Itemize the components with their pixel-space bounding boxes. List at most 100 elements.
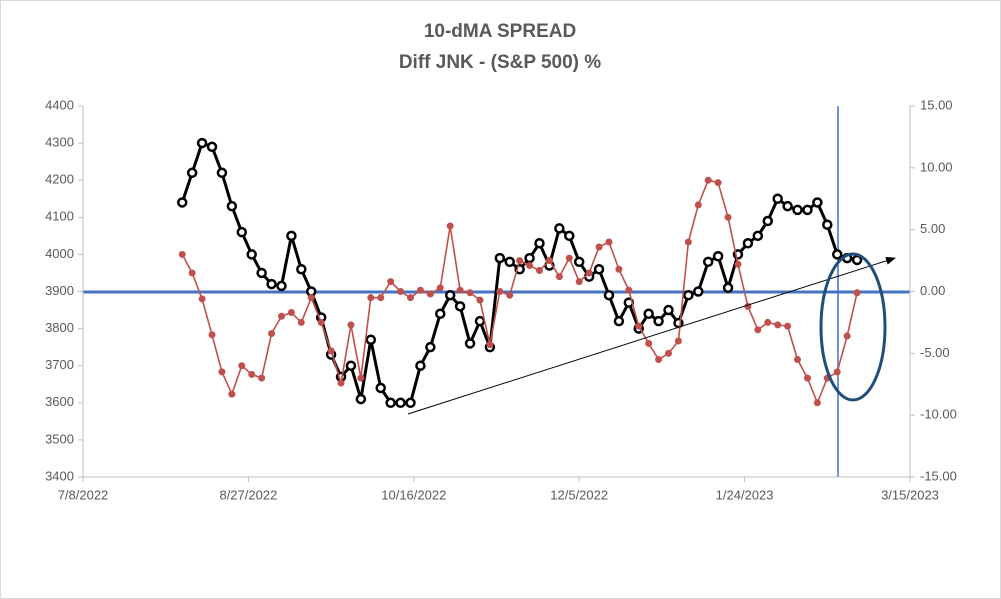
x-tick-label: 10/16/2022 [381,487,446,502]
point [585,269,593,277]
point [635,322,643,330]
point [554,223,565,234]
point [476,296,484,304]
point [238,362,246,370]
point [762,215,774,227]
point [853,289,861,297]
point [208,331,216,339]
point [248,370,256,378]
y-tick-label: 4300 [45,135,74,150]
point [486,341,494,349]
point [405,397,416,409]
point [375,382,386,394]
point [415,360,426,371]
point [754,326,762,334]
point [296,263,307,275]
point [345,360,357,371]
point [693,286,704,297]
point [186,167,198,179]
point [704,176,712,184]
point [843,332,851,340]
point [266,278,277,290]
point [684,238,692,246]
point [268,330,276,338]
point [813,399,821,407]
x-tick-label: 1/24/2023 [716,487,774,502]
point [752,230,764,242]
y-tick-label: 3800 [45,320,74,335]
point [395,397,406,409]
point [645,339,653,347]
y-tick-label: 3700 [45,357,74,372]
point [595,243,603,251]
y-tick-label: 3500 [45,431,74,446]
point [406,294,414,302]
point [712,251,724,262]
point [426,290,434,298]
point [812,197,823,208]
y-tick-label: 4200 [45,172,74,187]
point [256,267,267,279]
y-tick-label: 3600 [45,394,74,409]
point [276,280,287,292]
x-tick-label: 12/5/2022 [550,487,608,502]
point [494,252,506,264]
point [774,321,782,329]
point [446,222,454,230]
point [565,254,573,262]
chart-title: 10-dMA SPREAD [424,21,576,42]
point [722,282,734,294]
y2-tick-label: 10.00 [920,159,953,174]
y2-tick-label: -15.00 [920,468,957,483]
point [526,262,534,270]
point [643,308,654,320]
point [297,318,305,326]
point [772,193,783,204]
y-tick-label: 4400 [45,97,74,112]
point [228,390,236,398]
point [625,286,633,294]
point [246,249,257,260]
point [287,309,295,317]
point [536,266,544,274]
point [593,263,605,275]
y-tick-label: 3400 [45,468,74,483]
point [198,295,206,303]
point [802,204,813,216]
point [307,294,315,302]
point [655,356,663,364]
y-tick-label: 4100 [45,209,74,224]
point [653,315,664,327]
point [764,318,772,326]
point [734,260,742,268]
point [277,312,285,320]
point [742,238,754,249]
point [355,393,367,405]
point [327,347,335,355]
point [416,286,424,294]
point [337,379,345,387]
point [504,256,515,268]
point [545,257,553,265]
point [196,137,208,149]
y-tick-label: 3900 [45,283,74,298]
chart-subtitle: Diff JNK - (S&P 500) % [399,52,601,73]
y2-tick-label: -10.00 [920,407,957,422]
point [206,141,218,153]
point [564,230,575,242]
point [792,204,803,216]
point [506,291,514,299]
point [218,368,226,376]
point [714,179,722,187]
point [365,334,377,345]
point [226,200,238,212]
point [474,315,486,327]
point [683,289,694,301]
point [663,304,674,316]
point [724,213,732,221]
x-tick-label: 8/27/2022 [219,487,277,502]
point [605,238,613,246]
x-tick-label: 7/8/2022 [58,487,109,502]
